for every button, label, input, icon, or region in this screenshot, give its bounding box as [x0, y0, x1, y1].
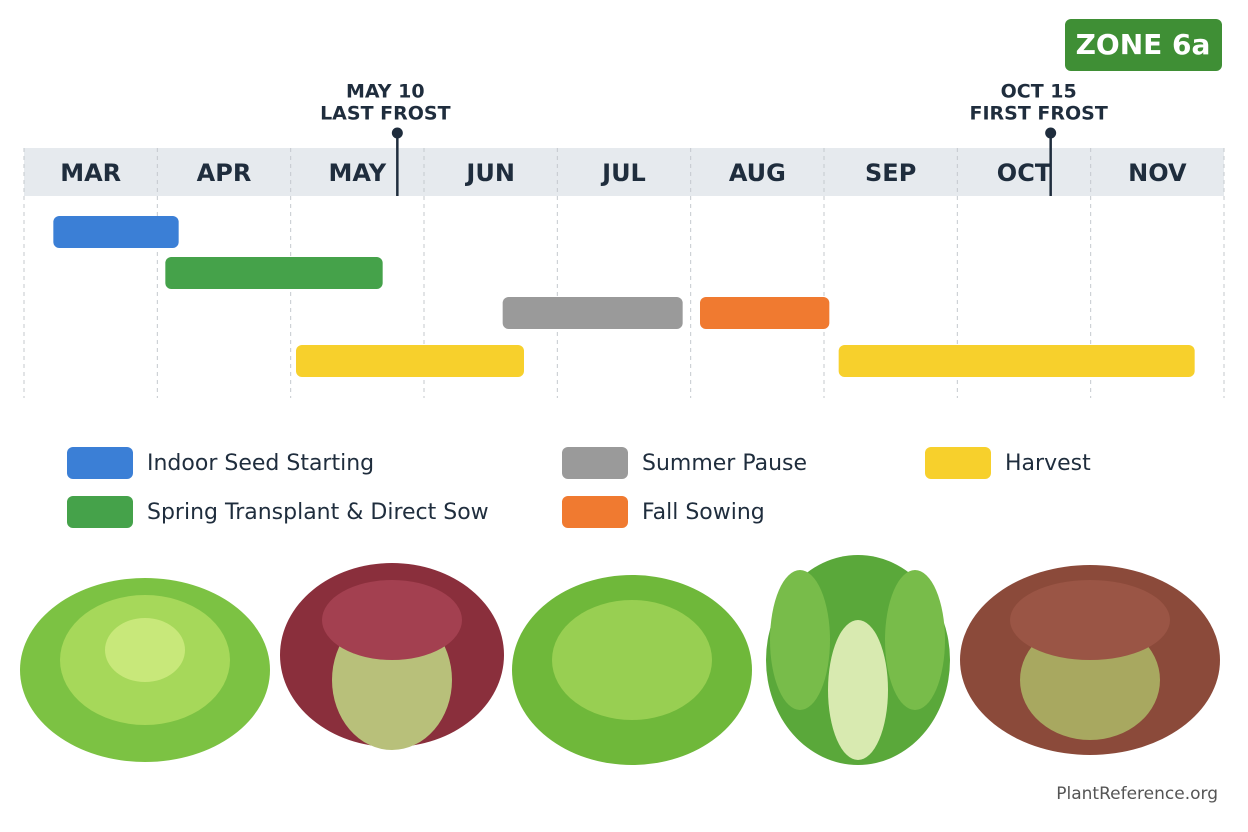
- lettuce-images: [20, 555, 1220, 765]
- month-label: APR: [197, 159, 252, 187]
- lettuce-image: [766, 555, 950, 765]
- month-label: AUG: [729, 159, 786, 187]
- lettuce-image: [960, 565, 1220, 755]
- timeline-bar: [165, 257, 383, 289]
- legend-label: Spring Transplant & Direct Sow: [147, 500, 489, 525]
- legend-label: Summer Pause: [642, 451, 807, 476]
- frost-marker-label: OCT 15: [1001, 81, 1077, 103]
- month-label: NOV: [1128, 159, 1187, 187]
- frost-marker-label: FIRST FROST: [969, 103, 1107, 125]
- zone-badge-text: ZONE 6a: [1076, 28, 1211, 61]
- month-label: SEP: [865, 159, 916, 187]
- timeline-bar: [838, 345, 1195, 377]
- month-label: OCT: [997, 159, 1052, 187]
- month-label: JUL: [600, 159, 646, 187]
- frost-marker-dot: [1045, 127, 1057, 139]
- month-label: MAR: [60, 159, 121, 187]
- legend-swatch: [562, 496, 628, 528]
- frost-marker-label: MAY 10: [346, 81, 425, 103]
- legend-label: Indoor Seed Starting: [147, 451, 374, 476]
- timeline-bar: [53, 216, 179, 248]
- timeline-bar: [700, 297, 830, 329]
- source-credit: PlantReference.org: [1056, 784, 1218, 804]
- timeline-bar: [296, 345, 524, 377]
- zone-badge: [1065, 19, 1222, 71]
- month-label: JUN: [464, 159, 515, 187]
- lettuce-image: [280, 563, 504, 750]
- legend-swatch: [67, 447, 133, 479]
- lettuce-image: [20, 578, 270, 762]
- legend-swatch: [925, 447, 991, 479]
- frost-marker-dot: [391, 127, 403, 139]
- legend-swatch: [67, 496, 133, 528]
- timeline-bar: [502, 297, 683, 329]
- frost-marker-label: LAST FROST: [320, 103, 451, 125]
- legend-label: Fall Sowing: [642, 500, 765, 525]
- lettuce-image: [512, 575, 752, 765]
- legend-swatch: [562, 447, 628, 479]
- legend-label: Harvest: [1005, 451, 1091, 476]
- month-label: MAY: [329, 159, 387, 187]
- month-header: [24, 148, 1224, 196]
